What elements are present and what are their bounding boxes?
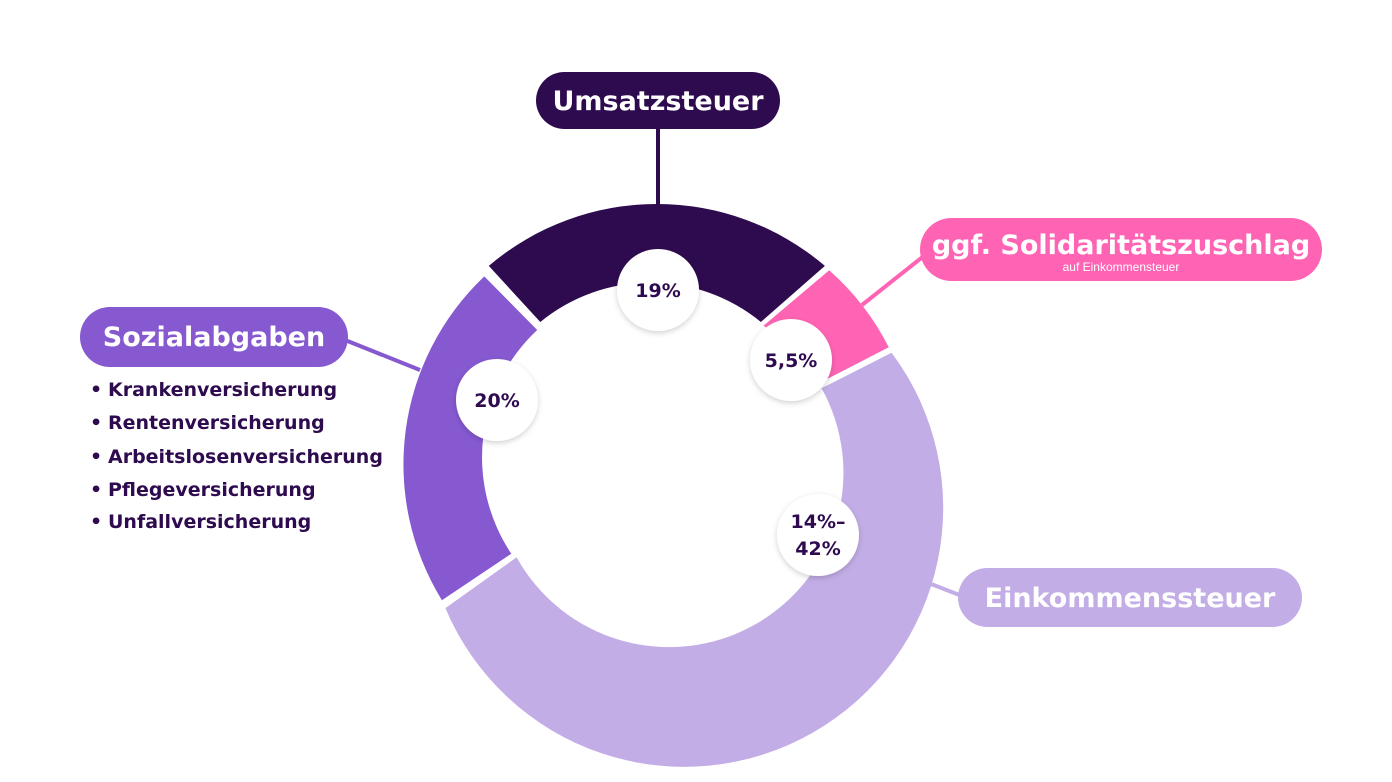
badge-umsatzsteuer: 19% [617, 249, 699, 331]
list-item-text: Pflegeversicherung [108, 479, 316, 501]
list-bullet: • [90, 446, 102, 468]
list-item: • Krankenversicherung [90, 379, 337, 401]
label-sozialabgaben: Sozialabgaben [80, 307, 348, 367]
list-item-text: Arbeitslosenversicherung [108, 446, 383, 468]
label-umsatzsteuer: Umsatzsteuer [536, 72, 780, 129]
percent-einkommenssteuer-line1: 14%– [791, 511, 846, 533]
label-einkommenssteuer: Einkommenssteuer [958, 568, 1302, 627]
list-bullet: • [90, 379, 102, 401]
list-item: • Pflegeversicherung [90, 479, 316, 501]
segment-einkommenssteuer [445, 352, 944, 767]
list-item-text: Krankenversicherung [108, 379, 337, 401]
badge-einkommenssteuer: 14%– 42% [777, 494, 859, 576]
list-item: • Rentenversicherung [90, 412, 325, 434]
list-item-text: Unfallversicherung [108, 511, 311, 533]
label-umsatzsteuer-text: Umsatzsteuer [552, 86, 764, 117]
segment-sozialabgaben [403, 276, 538, 601]
connector-solidaritaetszuschlag [860, 253, 927, 307]
percent-umsatzsteuer: 19% [635, 280, 680, 302]
list-bullet: • [90, 511, 102, 533]
percent-sozialabgaben: 20% [474, 390, 519, 412]
connector-sozialabgaben [344, 338, 421, 372]
percent-solidaritaetszuschlag: 5,5% [765, 350, 818, 372]
sozialabgaben-list: • Krankenversicherung • Rentenversicheru… [90, 379, 383, 533]
label-solidaritaetszuschlag-subtext: auf Einkommensteuer [1063, 260, 1180, 274]
list-bullet: • [90, 412, 102, 434]
label-solidaritaetszuschlag: ggf. Solidaritätszuschlag auf Einkommens… [920, 218, 1322, 281]
label-einkommenssteuer-text: Einkommenssteuer [985, 583, 1276, 614]
list-item: • Arbeitslosenversicherung [90, 446, 383, 468]
label-sozialabgaben-text: Sozialabgaben [103, 322, 325, 353]
label-solidaritaetszuschlag-text: ggf. Solidaritätszuschlag [932, 230, 1310, 261]
segment-solidaritaetszuschlag [763, 270, 889, 383]
list-bullet: • [90, 479, 102, 501]
list-item-text: Rentenversicherung [108, 412, 325, 434]
badge-solidaritaetszuschlag: 5,5% [750, 319, 832, 401]
percent-einkommenssteuer-line2: 42% [795, 538, 840, 560]
percent-badges: 19% 5,5% 20% 14%– 42% [456, 249, 859, 576]
list-item: • Unfallversicherung [90, 511, 311, 533]
badge-sozialabgaben: 20% [456, 359, 538, 441]
